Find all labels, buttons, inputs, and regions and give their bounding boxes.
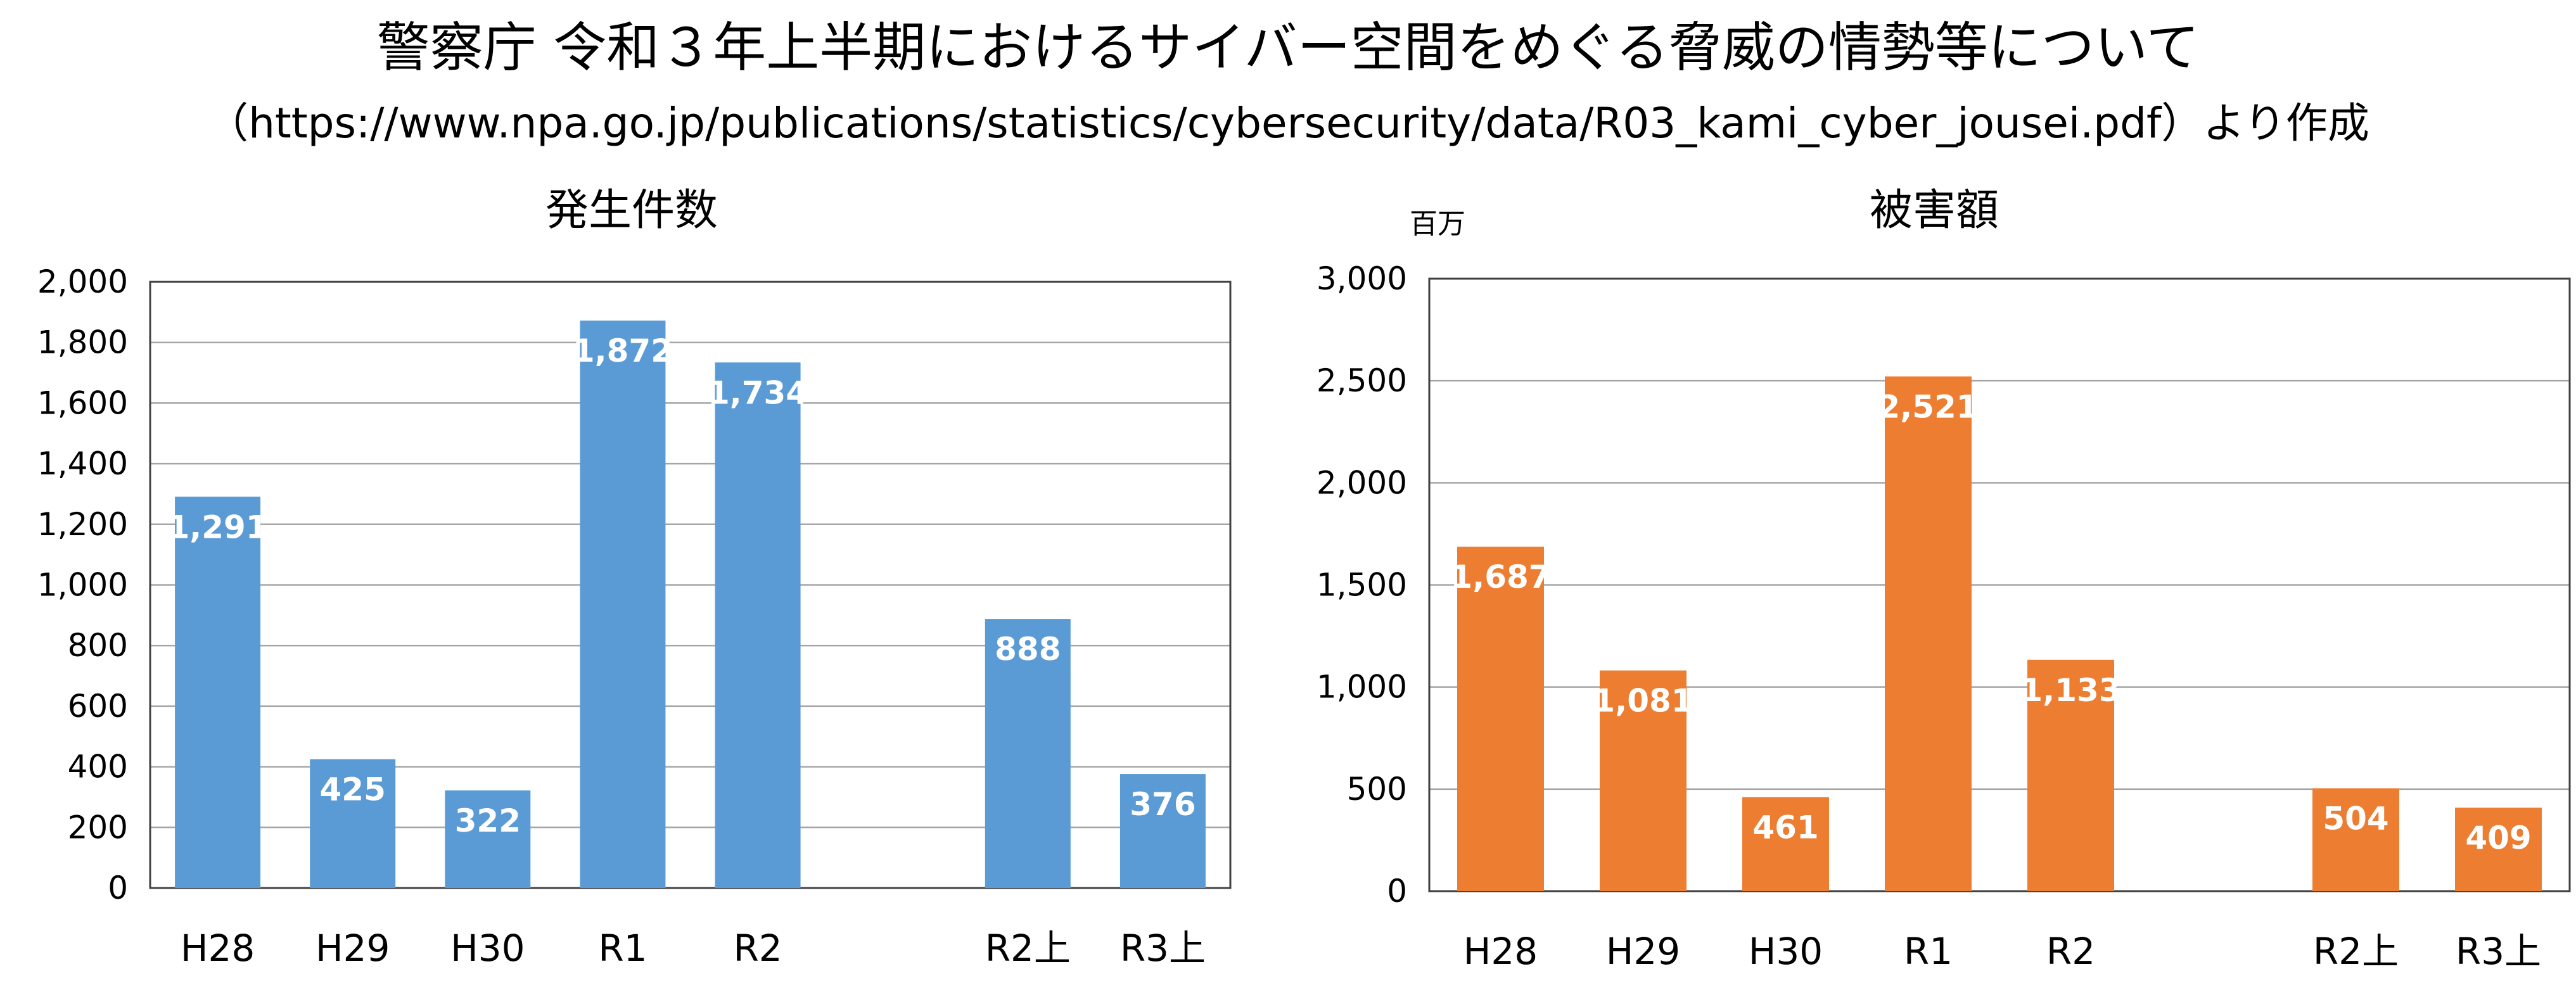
x-category-label: R3上 <box>2456 930 2541 973</box>
y-tick-label: 0 <box>108 870 128 906</box>
x-category-label: R1 <box>598 927 647 970</box>
bar <box>175 497 261 888</box>
x-category-label: H28 <box>181 927 255 970</box>
y-tick-label: 2,500 <box>1317 362 1407 399</box>
x-category-label: H29 <box>1606 930 1680 973</box>
x-category-label: R2上 <box>985 927 1071 970</box>
bar <box>985 619 1071 888</box>
bar <box>580 320 666 888</box>
x-category-label: H29 <box>316 927 390 970</box>
plot-area-border <box>1428 277 2571 892</box>
y-tick-label: 1,000 <box>1317 669 1407 706</box>
page-subtitle: （https://www.npa.go.jp/publications/stat… <box>207 99 2369 148</box>
y-tick-label: 3,000 <box>1317 260 1407 297</box>
bar <box>2027 659 2114 891</box>
y-tick-label: 1,600 <box>37 384 128 421</box>
data-label: 1,133 <box>2020 672 2120 709</box>
y-tick-label: 0 <box>1387 873 1407 910</box>
data-label: 1,872 <box>573 333 673 369</box>
data-label: 1,687 <box>1450 559 1550 595</box>
damage-amount-chart-svg: 0 500 1,000 1,500 2,000 2,500 3,000 1,687 H28 1,0… <box>1317 186 2571 973</box>
data-label: 461 <box>1752 809 1818 846</box>
damage-amount-chart: 0 500 1,000 1,500 2,000 2,500 3,000 1,687 H28 1,0… <box>1288 0 2576 1002</box>
data-label: 888 <box>995 631 1061 668</box>
x-category-label: H28 <box>1463 930 1538 973</box>
y-tick-label: 2,000 <box>37 263 128 300</box>
chart-title: 発生件数 <box>545 186 718 236</box>
page-title: 警察庁 令和３年上半期におけるサイバー空間をめぐる脅威の情勢等について <box>376 16 2200 79</box>
x-category-label: R2上 <box>2313 930 2399 973</box>
y-tick-label: 200 <box>68 809 128 846</box>
unit-label: 百万 <box>1410 208 1465 240</box>
data-label: 1,291 <box>167 509 267 545</box>
bar <box>1457 547 1544 891</box>
bar <box>1600 670 1687 891</box>
data-label: 425 <box>320 771 386 808</box>
y-tick-label: 1,200 <box>37 506 128 543</box>
y-tick-label: 500 <box>1347 771 1407 808</box>
incident-count-chart-svg: 0 200 400 600 800 1,000 1,200 1,400 1,600 1,800 2,… <box>37 186 1232 970</box>
bar <box>1119 774 1206 888</box>
bar <box>445 790 531 888</box>
x-category-label: R2 <box>733 927 782 970</box>
y-tick-label: 2,000 <box>1317 464 1407 501</box>
chart-title: 被害額 <box>1870 186 1999 236</box>
y-tick-label: 800 <box>68 627 128 664</box>
x-category-label: H30 <box>450 927 525 970</box>
y-tick-label: 400 <box>68 749 128 785</box>
bar <box>715 362 801 888</box>
bar <box>2312 788 2399 891</box>
data-label: 2,521 <box>1878 388 1978 425</box>
x-category-label: R3上 <box>1120 927 1206 970</box>
y-tick-label: 600 <box>68 688 128 725</box>
x-category-label: H30 <box>1749 930 1823 973</box>
data-label: 322 <box>455 802 521 839</box>
bar <box>310 759 396 888</box>
data-label: 1,734 <box>708 374 808 411</box>
data-label: 504 <box>2323 801 2388 837</box>
data-label: 1,081 <box>1593 683 1693 720</box>
y-tick-label: 1,000 <box>37 567 128 604</box>
bar <box>1885 376 1972 891</box>
bar <box>1742 797 1829 891</box>
x-category-label: R2 <box>2046 930 2095 973</box>
data-label: 376 <box>1130 786 1196 823</box>
y-tick-label: 1,500 <box>1317 567 1407 604</box>
y-tick-label: 1,400 <box>37 445 128 482</box>
bar <box>2455 808 2542 891</box>
plot-area-border <box>149 281 1232 889</box>
x-category-label: R1 <box>1904 930 1953 973</box>
incident-count-chart: 0 200 400 600 800 1,000 1,200 1,400 1,600 1,800 2,… <box>0 0 1267 1002</box>
y-tick-label: 1,800 <box>37 324 128 361</box>
data-label: 409 <box>2465 820 2531 856</box>
